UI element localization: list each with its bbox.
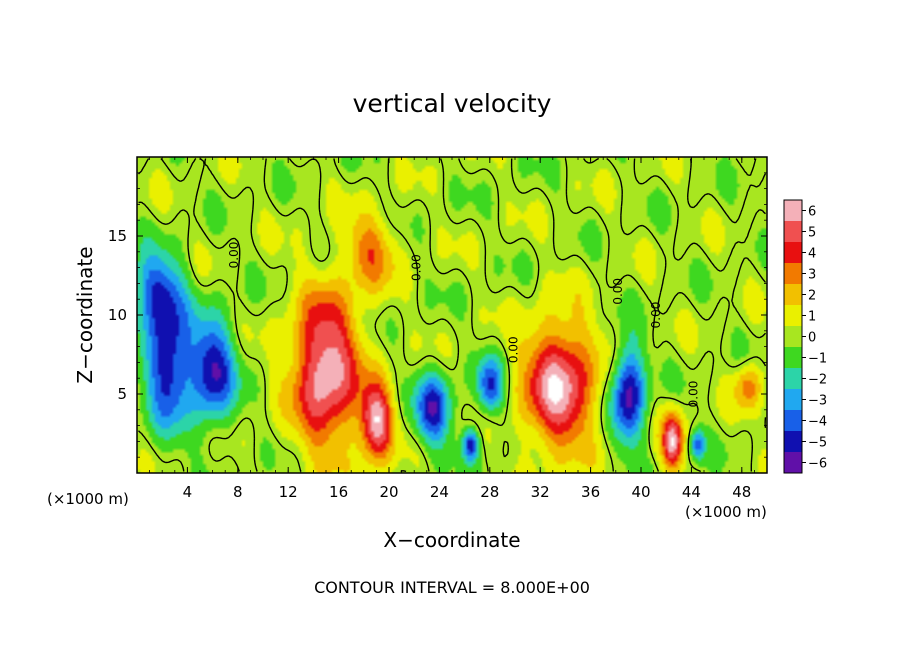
- plot-area: 0.00 0.00 0.00 0.00 0.00 0.00: [136, 156, 768, 474]
- colorbar-tick-label: −1: [808, 352, 827, 367]
- colorbar-swatch: [784, 305, 802, 327]
- colorbar-swatch: [784, 200, 802, 222]
- contour-line-zero: [137, 157, 767, 473]
- colorbar-swatch: [784, 263, 802, 285]
- contour-lines: [137, 157, 767, 473]
- colorbar-tick-label: 5: [808, 226, 816, 241]
- colorbar-swatch: [784, 221, 802, 243]
- x-axis-label: X−coordinate: [383, 528, 520, 552]
- colorbar-tick-label: 4: [808, 247, 816, 262]
- x-tick-label: 36: [581, 483, 600, 501]
- x-axis: 4 8 12 16 20 24 28 32 36 40 44 48: [136, 157, 768, 501]
- contour-label: 0.00: [227, 242, 241, 269]
- colorbar-tick-label: −4: [808, 415, 827, 430]
- velocity-field-image: [137, 157, 767, 473]
- colorbar-swatch: [784, 326, 802, 348]
- contour-label: 0.00: [410, 254, 424, 281]
- colorbar-swatch: [784, 431, 802, 453]
- colorbar-swatch: [784, 347, 802, 369]
- colorbar-tick-label: 2: [808, 289, 816, 304]
- colorbar-swatch: [784, 284, 802, 306]
- colorbar-swatch: [784, 389, 802, 411]
- x-unit-left: (×1000 m): [47, 490, 129, 508]
- x-tick-label: 28: [480, 483, 499, 501]
- colorbar-tick-label: 3: [808, 268, 816, 283]
- x-tick-label: 16: [329, 483, 348, 501]
- x-tick-label: 8: [233, 483, 243, 501]
- contour-label: 0.00: [687, 381, 701, 408]
- x-tick-label: 32: [531, 483, 550, 501]
- colorbar-tick-label: −3: [808, 394, 827, 409]
- x-tick-label: 4: [183, 483, 193, 501]
- colorbar-tick-label: 6: [808, 205, 816, 220]
- x-tick-label: 44: [682, 483, 701, 501]
- colorbar-tick-label: −2: [808, 373, 827, 388]
- x-tick-label: 48: [732, 483, 751, 501]
- chart-title: vertical velocity: [353, 89, 552, 118]
- contour-label: 0.00: [611, 278, 625, 305]
- colorbar-swatch: [784, 242, 802, 264]
- y-tick-label: 10: [108, 306, 127, 324]
- colorbar-swatch: [784, 368, 802, 390]
- colorbar-tick-label: 1: [808, 310, 816, 325]
- x-tick-label: 12: [279, 483, 298, 501]
- contour-labels: 0.00 0.00 0.00 0.00 0.00 0.00: [227, 242, 701, 408]
- y-axis-label: Z−coordinate: [73, 246, 97, 383]
- x-unit-right: (×1000 m): [685, 503, 767, 521]
- colorbar: 6 5 4 3 2 1 0 −1 −2 −3 −4 −5 −6: [783, 199, 827, 474]
- colorbar-tick-label: 0: [808, 331, 816, 346]
- x-tick-label: 40: [631, 483, 650, 501]
- contour-label: 0.00: [649, 302, 663, 329]
- contour-interval-note: CONTOUR INTERVAL = 8.000E+00: [314, 578, 590, 597]
- y-axis: 5 10 15: [108, 156, 767, 474]
- colorbar-swatch: [784, 452, 802, 474]
- x-tick-label: 24: [430, 483, 449, 501]
- y-tick-label: 15: [108, 227, 127, 245]
- contour-label: 0.00: [507, 336, 521, 363]
- y-tick-label: 5: [117, 385, 127, 403]
- colorbar-tick-label: −5: [808, 436, 827, 451]
- x-tick-label: 20: [379, 483, 398, 501]
- colorbar-swatch: [784, 410, 802, 432]
- colorbar-tick-label: −6: [808, 457, 827, 472]
